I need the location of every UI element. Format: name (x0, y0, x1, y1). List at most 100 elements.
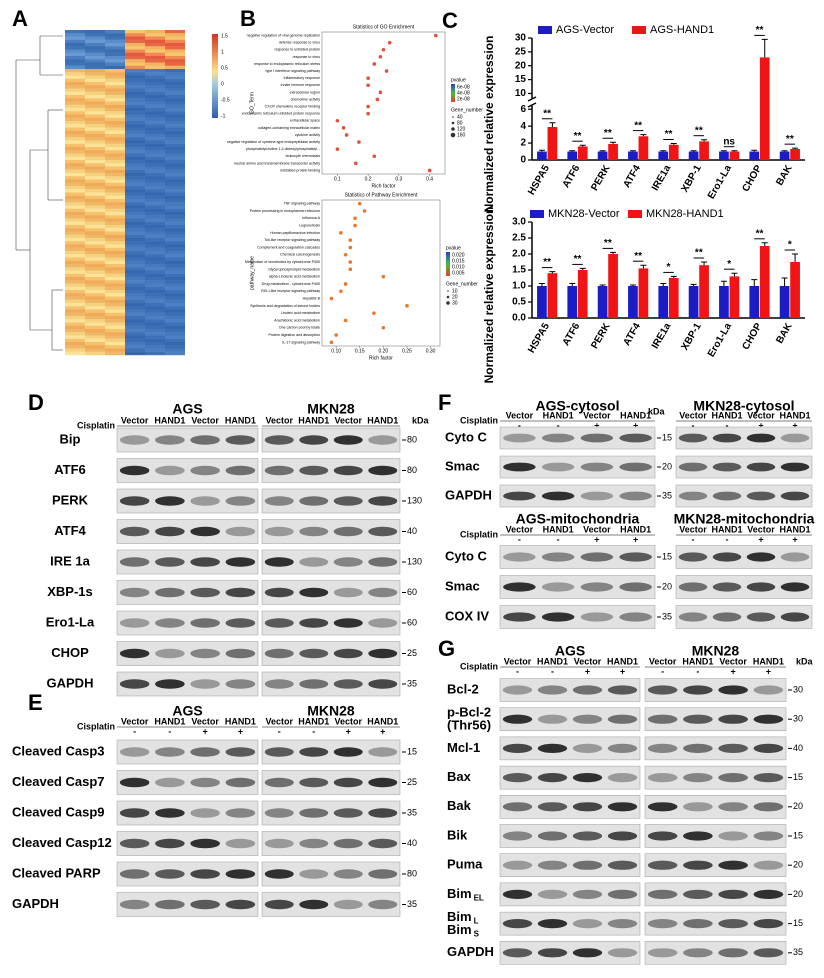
heatmap-cell (65, 202, 85, 206)
heatmap-cell (65, 332, 85, 336)
heatmap-cell (145, 286, 165, 291)
heatmap-cell (165, 247, 185, 252)
band (683, 860, 713, 870)
heatmap-cell (85, 173, 105, 177)
band (502, 948, 533, 958)
term-label: Synthesis and degradation of ketone bodi… (250, 304, 320, 308)
band (753, 889, 784, 900)
heatmap-cell (125, 111, 145, 115)
blot-header: MKN28-cytosol (693, 398, 794, 414)
y-tick-label: 2.0 (512, 249, 526, 260)
band (333, 526, 363, 537)
heatmap-cell (85, 30, 105, 34)
term-label: RIG-I-like receptor signaling pathway (261, 289, 320, 293)
heatmap-cell (125, 179, 145, 183)
heatmap-cell (125, 182, 145, 187)
heatmap-cell (85, 277, 105, 281)
band (299, 465, 329, 476)
blot-strip (675, 426, 813, 450)
heatmap-cell (125, 322, 145, 326)
heatmap-cell (165, 95, 185, 99)
significance-label: ** (604, 128, 612, 139)
kda-label: 15 (793, 772, 803, 782)
blot-header: MKN28 (307, 401, 355, 417)
heatmap-cell (65, 247, 85, 252)
error-bar (781, 277, 788, 286)
band (683, 743, 713, 754)
band (753, 685, 784, 695)
heatmap-cell (125, 251, 145, 255)
heatmap-cell (145, 39, 165, 44)
heatmap-cell (65, 195, 85, 200)
row-label: Puma (447, 857, 483, 872)
plot-frame (321, 31, 446, 175)
heatmap-cell (165, 312, 185, 317)
band (333, 618, 363, 628)
heatmap-cell (165, 65, 185, 70)
heatmap-cell (85, 153, 105, 157)
band (264, 465, 294, 476)
lane-label: HAND1 (711, 524, 742, 534)
significance-label: ** (634, 251, 642, 262)
error-bar (599, 284, 606, 286)
heatmap-cell (145, 254, 165, 258)
heatmap-cell (145, 247, 165, 252)
blot-strip (675, 455, 813, 479)
heatmap-cell (165, 160, 185, 164)
heatmap-cell (85, 254, 105, 258)
heatmap-cell (165, 98, 185, 102)
heatmap-cell (145, 338, 165, 343)
heatmap-cell (85, 147, 105, 151)
dot (427, 168, 432, 173)
kda-label: 60 (407, 617, 417, 627)
heatmap-cell (105, 306, 125, 310)
band (119, 808, 150, 818)
cisplatin-sign: + (346, 726, 351, 736)
heatmap-cell (125, 192, 145, 196)
heatmap-cell (125, 173, 145, 177)
heatmap-cell (105, 273, 125, 278)
error-bar (670, 275, 677, 278)
legend-label: 120 (457, 126, 466, 132)
row-label: Bik (447, 827, 468, 842)
heatmap-cell (85, 228, 105, 232)
lane-label: HAND1 (154, 415, 185, 425)
term-label: alpha-Linolenic acid metabolism (269, 275, 320, 279)
heatmap-cell (85, 121, 105, 125)
heatmap-cell (125, 335, 145, 339)
lane-label: Vector (679, 524, 707, 534)
heatmap-cell (165, 202, 185, 206)
row-label: Bim (447, 909, 472, 924)
heatmap-cell (105, 134, 125, 138)
heatmap-cell (165, 179, 185, 183)
cisplatin-sign: + (594, 420, 599, 430)
heatmap-cell (165, 332, 185, 336)
heatmap-cell (85, 225, 105, 229)
row-label: GAPDH (47, 675, 94, 690)
heatmap-cell (145, 62, 165, 66)
kda-label: 80 (407, 465, 417, 475)
band (264, 808, 294, 818)
heatmap-cell (145, 257, 165, 261)
heatmap-cell (65, 228, 85, 232)
term-label: cytokine activity (295, 133, 320, 137)
band (647, 889, 678, 900)
heatmap-cell (145, 121, 165, 125)
x-tick-label: 0.20 (378, 348, 388, 354)
term-label: collagen-containing extracellular matrix (258, 126, 320, 130)
band (572, 919, 603, 929)
heatmap-cell (105, 225, 125, 229)
heatmap-cell (145, 299, 165, 304)
heatmap-cell (65, 30, 85, 34)
y-tick-label: 20 (515, 60, 527, 71)
term-label: Hepatitis B (303, 297, 321, 301)
row-label: p-Bcl-2 (447, 705, 491, 720)
band (647, 860, 678, 870)
band (537, 714, 568, 724)
heatmap-cell (65, 121, 85, 125)
error-bar (792, 253, 799, 262)
heatmap-cell (65, 62, 85, 66)
heatmap-cell (65, 111, 85, 115)
kda-label: 35 (793, 947, 803, 957)
heatmap-cell (165, 270, 185, 274)
